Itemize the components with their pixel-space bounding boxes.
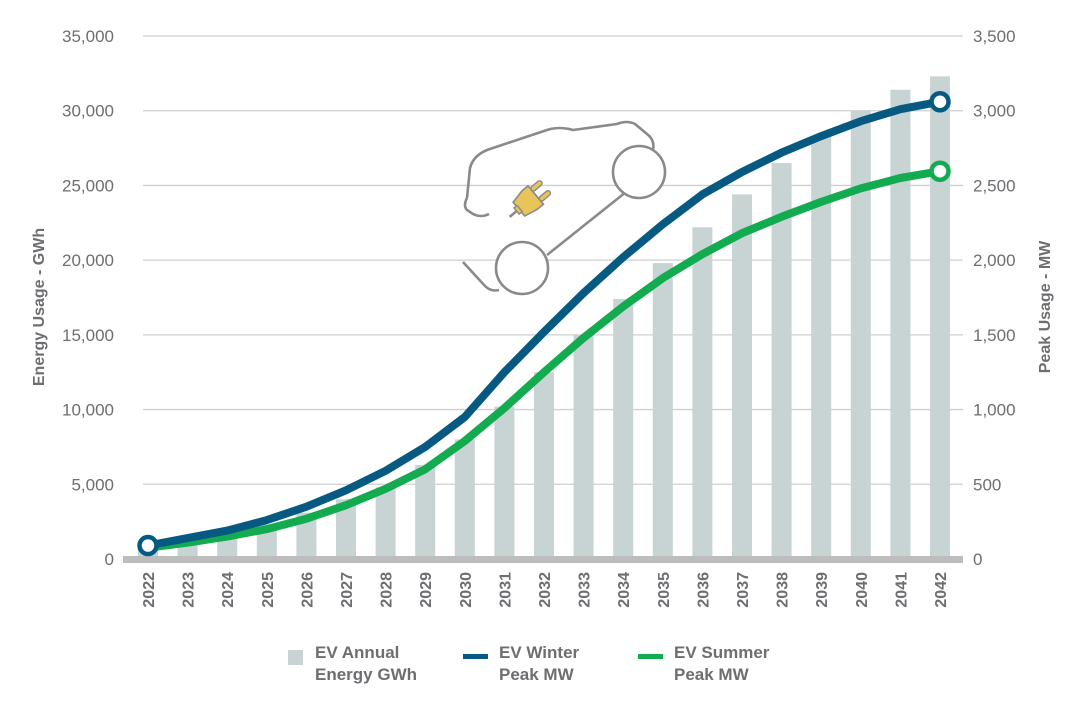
electric-car-icon xyxy=(462,120,667,296)
x-tick-label: 2036 xyxy=(695,572,712,608)
car-body-outline xyxy=(465,120,655,199)
legend-item-summer-peak: EV Summer Peak MW xyxy=(638,642,813,686)
legend-label-annual-energy: EV Annual Energy GWh xyxy=(315,643,418,684)
end-marker-ev-winter-peak-mw xyxy=(929,90,951,113)
bar xyxy=(771,163,792,559)
gridlines xyxy=(143,35,963,485)
x-tick-label: 2028 xyxy=(379,572,396,608)
bar xyxy=(217,536,238,559)
y-tick-right: 2,500 xyxy=(973,176,1016,195)
bar xyxy=(415,464,436,559)
legend-swatch-annual-energy xyxy=(288,650,303,665)
x-axis-ticks: 2022 2023 2024 2025 2026 2027 2028 2029 2030 2031… xyxy=(141,572,950,608)
bar xyxy=(692,227,713,560)
y-tick-right: 3,000 xyxy=(973,102,1016,121)
legend-item-winter-peak: EV Winter Peak MW xyxy=(463,642,638,686)
car-rear xyxy=(462,261,500,292)
bar xyxy=(336,499,356,559)
x-tick-label: 2039 xyxy=(814,572,831,608)
plug-icon xyxy=(508,180,552,218)
car-underside xyxy=(546,186,632,257)
rear-wheel xyxy=(494,240,550,296)
y-tick-left: 5,000 xyxy=(71,475,114,494)
legend-swatch-winter-peak xyxy=(463,654,488,659)
bar xyxy=(454,439,475,559)
start-marker-winter xyxy=(137,534,159,557)
y-tick-left: 0 xyxy=(105,550,114,569)
bar xyxy=(732,194,752,559)
end-marker-ev-summer-peak-mw xyxy=(929,160,951,182)
y-tick-left: 20,000 xyxy=(62,251,114,270)
x-axis-baseline xyxy=(123,556,963,563)
x-tick-label: 2038 xyxy=(775,572,792,608)
bars-annual-energy xyxy=(138,76,950,560)
bar xyxy=(652,263,673,559)
x-tick-label: 2035 xyxy=(656,572,673,608)
x-tick-label: 2037 xyxy=(735,572,752,608)
bar xyxy=(177,544,198,559)
y-tick-right: 3,500 xyxy=(973,27,1016,46)
x-tick-label: 2034 xyxy=(616,572,633,608)
end-markers xyxy=(137,90,951,557)
line-ev-winter-peak-mw xyxy=(144,97,944,550)
legend-label-winter-peak: EV Winter Peak MW xyxy=(499,643,580,684)
y-axis-right-title: Peak Usage - MW xyxy=(1037,240,1054,373)
bar xyxy=(811,136,832,560)
y-tick-left: 10,000 xyxy=(62,401,114,420)
chart-legend: EV Annual Energy GWh EV Winter Peak MW E… xyxy=(288,642,813,686)
y-tick-left: 30,000 xyxy=(62,102,114,121)
front-wheel xyxy=(611,144,667,200)
y-axis-left-ticks: 0 5,000 10,000 15,000 20,000 25,000 30,000 35,0… xyxy=(62,27,114,569)
x-tick-label: 2025 xyxy=(260,572,277,608)
legend-item-annual-energy: EV Annual Energy GWh xyxy=(288,642,463,686)
x-tick-label: 2029 xyxy=(418,572,435,608)
y-tick-right: 1,000 xyxy=(973,401,1016,420)
y-axis-left-title: Energy Usage - GWh xyxy=(31,228,48,386)
bar xyxy=(930,76,950,560)
y-tick-left: 25,000 xyxy=(62,176,114,195)
peak-lines xyxy=(144,97,944,552)
x-tick-label: 2032 xyxy=(537,572,554,608)
bar xyxy=(534,372,554,559)
x-tick-label: 2023 xyxy=(181,572,198,608)
y-axis-right-ticks: 0 500 1,000 1,500 2,000 2,500 3,000 3,500 xyxy=(973,27,1016,569)
line-ev-summer-peak-mw xyxy=(144,167,944,552)
y-tick-right: 500 xyxy=(973,475,1001,494)
x-tick-label: 2026 xyxy=(299,572,316,608)
x-tick-label: 2041 xyxy=(893,572,910,608)
legend-swatch-summer-peak xyxy=(638,654,663,659)
legend-label-summer-peak: EV Summer Peak MW xyxy=(674,643,770,684)
x-tick-label: 2040 xyxy=(854,572,871,608)
bar xyxy=(573,334,594,559)
x-tick-label: 2022 xyxy=(141,572,158,608)
x-tick-label: 2031 xyxy=(497,572,514,608)
y-tick-left: 15,000 xyxy=(62,326,114,345)
bar xyxy=(890,89,911,560)
x-tick-label: 2033 xyxy=(577,572,594,608)
y-tick-right: 0 xyxy=(973,550,982,569)
bar xyxy=(375,487,396,559)
y-tick-left: 35,000 xyxy=(62,27,114,46)
bar xyxy=(613,298,634,559)
bar xyxy=(494,406,515,559)
y-tick-right: 1,500 xyxy=(973,326,1016,345)
bar xyxy=(850,110,871,559)
x-tick-label: 2024 xyxy=(220,572,237,608)
x-tick-label: 2027 xyxy=(339,572,356,608)
bar xyxy=(296,512,317,559)
x-tick-label: 2030 xyxy=(458,572,475,608)
car-bottom-outline xyxy=(463,197,490,218)
y-tick-right: 2,000 xyxy=(973,251,1016,270)
x-tick-label: 2042 xyxy=(933,572,950,608)
